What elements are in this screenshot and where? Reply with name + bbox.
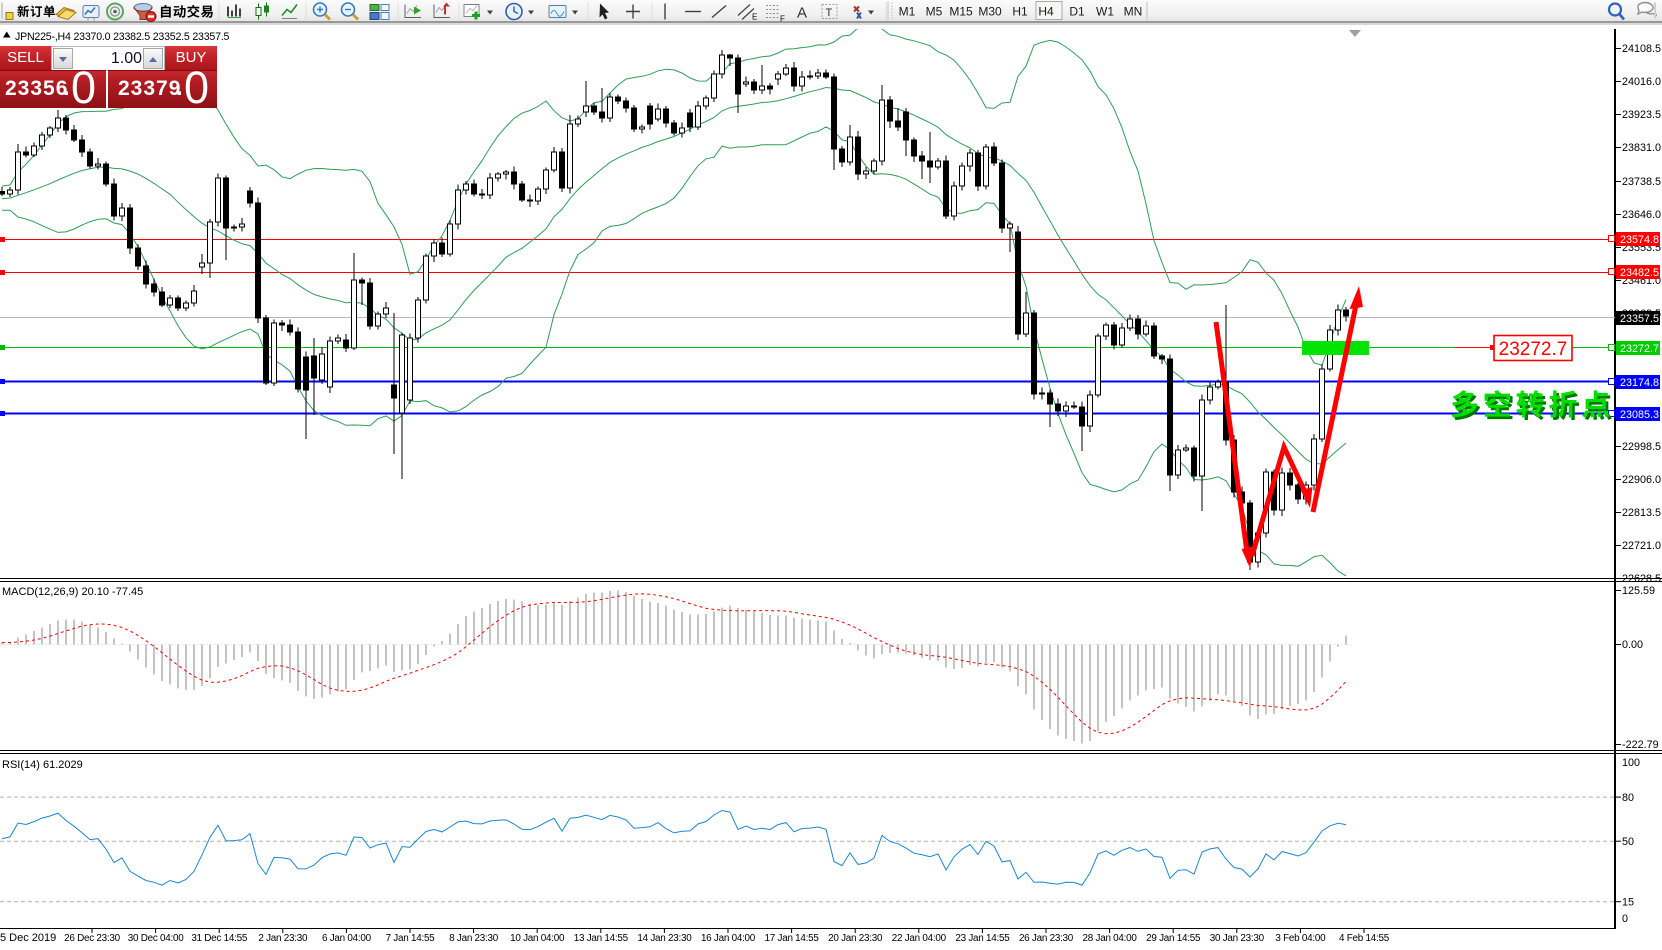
svg-text:22721.0: 22721.0: [1622, 540, 1661, 552]
svg-text:100: 100: [1622, 757, 1640, 769]
svg-text:4 Feb 14:55: 4 Feb 14:55: [1339, 933, 1390, 944]
svg-text:22998.5: 22998.5: [1622, 441, 1661, 453]
svg-text:7 Jan 14:55: 7 Jan 14:55: [386, 933, 436, 944]
svg-text:26 Jan 23:30: 26 Jan 23:30: [1019, 933, 1074, 944]
svg-text:16 Jan 04:00: 16 Jan 04:00: [701, 933, 756, 944]
svg-text:23482.5: 23482.5: [1620, 267, 1659, 279]
svg-text:MACD(12,26,9) 20.10 -77.45: MACD(12,26,9) 20.10 -77.45: [2, 586, 143, 598]
svg-text:3 Feb 04:00: 3 Feb 04:00: [1275, 933, 1326, 944]
svg-text:80: 80: [1622, 792, 1634, 804]
svg-text:29 Jan 14:55: 29 Jan 14:55: [1146, 933, 1201, 944]
svg-text:RSI(14) 61.2029: RSI(14) 61.2029: [2, 759, 83, 771]
svg-text:M15: M15: [949, 5, 973, 19]
svg-text:0.00: 0.00: [1622, 639, 1643, 651]
svg-text:D1: D1: [1069, 5, 1085, 19]
svg-text:30 Jan 23:30: 30 Jan 23:30: [1210, 933, 1265, 944]
svg-text:20 Jan 23:30: 20 Jan 23:30: [828, 933, 883, 944]
svg-text:23085.3: 23085.3: [1620, 409, 1659, 421]
svg-text:26 Dec 23:30: 26 Dec 23:30: [64, 933, 121, 944]
svg-text:F: F: [780, 15, 785, 24]
svg-text:H4: H4: [1038, 5, 1054, 19]
svg-text:22813.5: 22813.5: [1622, 507, 1661, 519]
svg-text:14 Jan 23:30: 14 Jan 23:30: [637, 933, 692, 944]
svg-text:8 Jan 23:30: 8 Jan 23:30: [449, 933, 499, 944]
svg-text:23357.5: 23357.5: [1620, 313, 1659, 325]
svg-text:T: T: [826, 7, 833, 19]
svg-text:28 Jan 04:00: 28 Jan 04:00: [1083, 933, 1138, 944]
svg-text:23574.8: 23574.8: [1620, 234, 1659, 246]
svg-text:JPN225-,H4 23370.0 23382.5 23: JPN225-,H4 23370.0 23382.5 23352.5 23357…: [15, 31, 230, 43]
svg-text:23272.7: 23272.7: [1620, 343, 1659, 355]
svg-text:23923.5: 23923.5: [1622, 109, 1661, 121]
svg-text:24016.0: 24016.0: [1622, 76, 1661, 88]
svg-text:-222.79: -222.79: [1622, 739, 1659, 751]
svg-text:31 Dec 14:55: 31 Dec 14:55: [191, 933, 248, 944]
svg-text:6 Jan 04:00: 6 Jan 04:00: [322, 933, 372, 944]
svg-text:M5: M5: [926, 5, 943, 19]
svg-text:23 Jan 14:55: 23 Jan 14:55: [955, 933, 1010, 944]
svg-text:M30: M30: [978, 5, 1002, 19]
svg-text:23646.0: 23646.0: [1622, 209, 1661, 221]
svg-text:2 Jan 23:30: 2 Jan 23:30: [258, 933, 308, 944]
svg-text:E: E: [752, 13, 757, 22]
svg-text:H1: H1: [1012, 5, 1028, 19]
svg-text:MN: MN: [1124, 5, 1143, 19]
svg-text:15: 15: [1622, 897, 1634, 909]
svg-text:A: A: [797, 5, 807, 22]
svg-text:23738.5: 23738.5: [1622, 176, 1661, 188]
svg-text:0: 0: [1622, 913, 1628, 925]
svg-text:M1: M1: [899, 5, 916, 19]
svg-text:22 Jan 04:00: 22 Jan 04:00: [892, 933, 947, 944]
svg-text:17 Jan 14:55: 17 Jan 14:55: [765, 933, 820, 944]
svg-text:50: 50: [1622, 836, 1634, 848]
svg-text:125.59: 125.59: [1622, 585, 1655, 597]
svg-text:W1: W1: [1096, 5, 1114, 19]
svg-text:10 Jan 04:00: 10 Jan 04:00: [510, 933, 565, 944]
svg-text:23174.8: 23174.8: [1620, 377, 1659, 389]
svg-text:23272.7: 23272.7: [1499, 339, 1568, 360]
svg-text:30 Dec 04:00: 30 Dec 04:00: [128, 933, 185, 944]
svg-text:22906.0: 22906.0: [1622, 474, 1661, 486]
svg-text:24108.5: 24108.5: [1622, 43, 1661, 55]
svg-text:5 Dec 2019: 5 Dec 2019: [0, 932, 56, 944]
svg-text:13 Jan 14:55: 13 Jan 14:55: [574, 933, 629, 944]
svg-text:23831.0: 23831.0: [1622, 142, 1661, 154]
svg-text:22628.5: 22628.5: [1622, 573, 1661, 585]
